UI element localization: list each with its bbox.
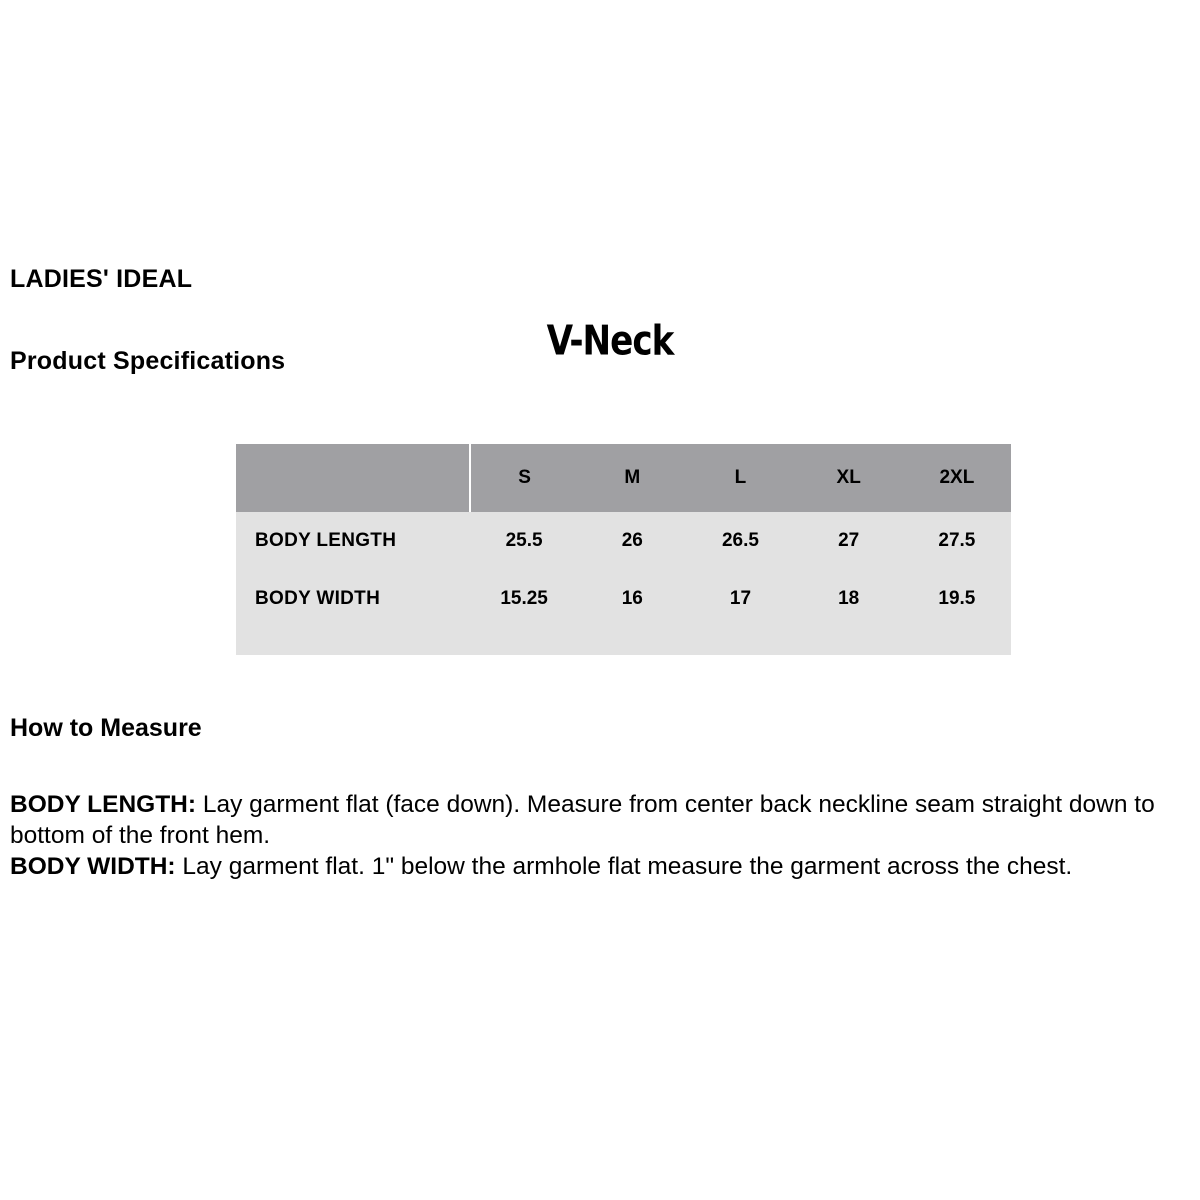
table-header-blank xyxy=(236,444,472,512)
table-header-size-l: L xyxy=(734,467,747,488)
table-bottom-spacer-cell xyxy=(470,627,578,655)
table-header-size-s: S xyxy=(518,467,531,488)
table-header-size-xl: XL xyxy=(836,467,861,488)
table-body: BODY LENGTH 25.5 26 26.5 27 27.5 BODY WI… xyxy=(236,512,1011,655)
style-name-heading: V-Neck xyxy=(546,316,675,365)
body-width-l: 17 xyxy=(729,587,752,609)
how-to-measure-notes: BODY LENGTH: Lay garment flat (face down… xyxy=(10,789,1192,882)
measure-note-body-length: BODY LENGTH: Lay garment flat (face down… xyxy=(10,789,1192,851)
body-length-m: 26 xyxy=(621,530,643,551)
table-header: S M L XL 2XL xyxy=(236,444,1011,512)
table-header-size-2xl: 2XL xyxy=(939,467,975,488)
table-bottom-spacer-cell xyxy=(795,627,903,655)
body-length-2xl: 27.5 xyxy=(938,530,976,551)
row-label-body-width: BODY WIDTH xyxy=(255,587,381,609)
table-bottom-spacer-cell xyxy=(578,627,686,655)
table-row-body-length: BODY LENGTH 25.5 26 26.5 27 27.5 xyxy=(236,512,1011,570)
body-length-l: 26.5 xyxy=(721,530,759,551)
measure-note-body-length-term: BODY LENGTH: xyxy=(10,791,197,818)
row-label-body-length: BODY LENGTH xyxy=(255,530,397,551)
body-width-2xl: 19.5 xyxy=(938,587,976,609)
table-bottom-spacer-cell xyxy=(903,627,1011,655)
measure-note-body-width-text: Lay garment flat. 1" below the armhole f… xyxy=(175,853,1073,880)
measure-note-body-length-text: Lay garment flat (face down). Measure fr… xyxy=(10,791,1155,849)
measure-note-body-width: BODY WIDTH: Lay garment flat. 1" below t… xyxy=(10,851,1192,882)
measure-note-body-width-term: BODY WIDTH: xyxy=(10,853,176,880)
size-specification-table: S M L XL 2XL BODY LENGTH 25.5 26 26.5 27… xyxy=(236,444,1011,655)
table-bottom-spacer-cell xyxy=(236,627,470,655)
body-width-s: 15.25 xyxy=(500,587,548,609)
body-width-xl: 18 xyxy=(838,587,860,609)
table-bottom-spacer-cell xyxy=(686,627,794,655)
table-bottom-spacer xyxy=(236,627,1011,655)
table-row-body-width: BODY WIDTH 15.25 16 17 18 19.5 xyxy=(236,570,1011,627)
table-header-size-m: M xyxy=(624,467,641,488)
body-length-xl: 27 xyxy=(838,530,860,551)
body-length-s: 25.5 xyxy=(505,530,543,551)
brand-title: LADIES' IDEAL xyxy=(10,265,193,293)
how-to-measure-title: How to Measure xyxy=(10,714,202,742)
table-header-row: S M L XL 2XL xyxy=(236,444,1011,512)
body-width-m: 16 xyxy=(621,587,643,609)
product-specifications-title: Product Specifications xyxy=(10,347,286,375)
